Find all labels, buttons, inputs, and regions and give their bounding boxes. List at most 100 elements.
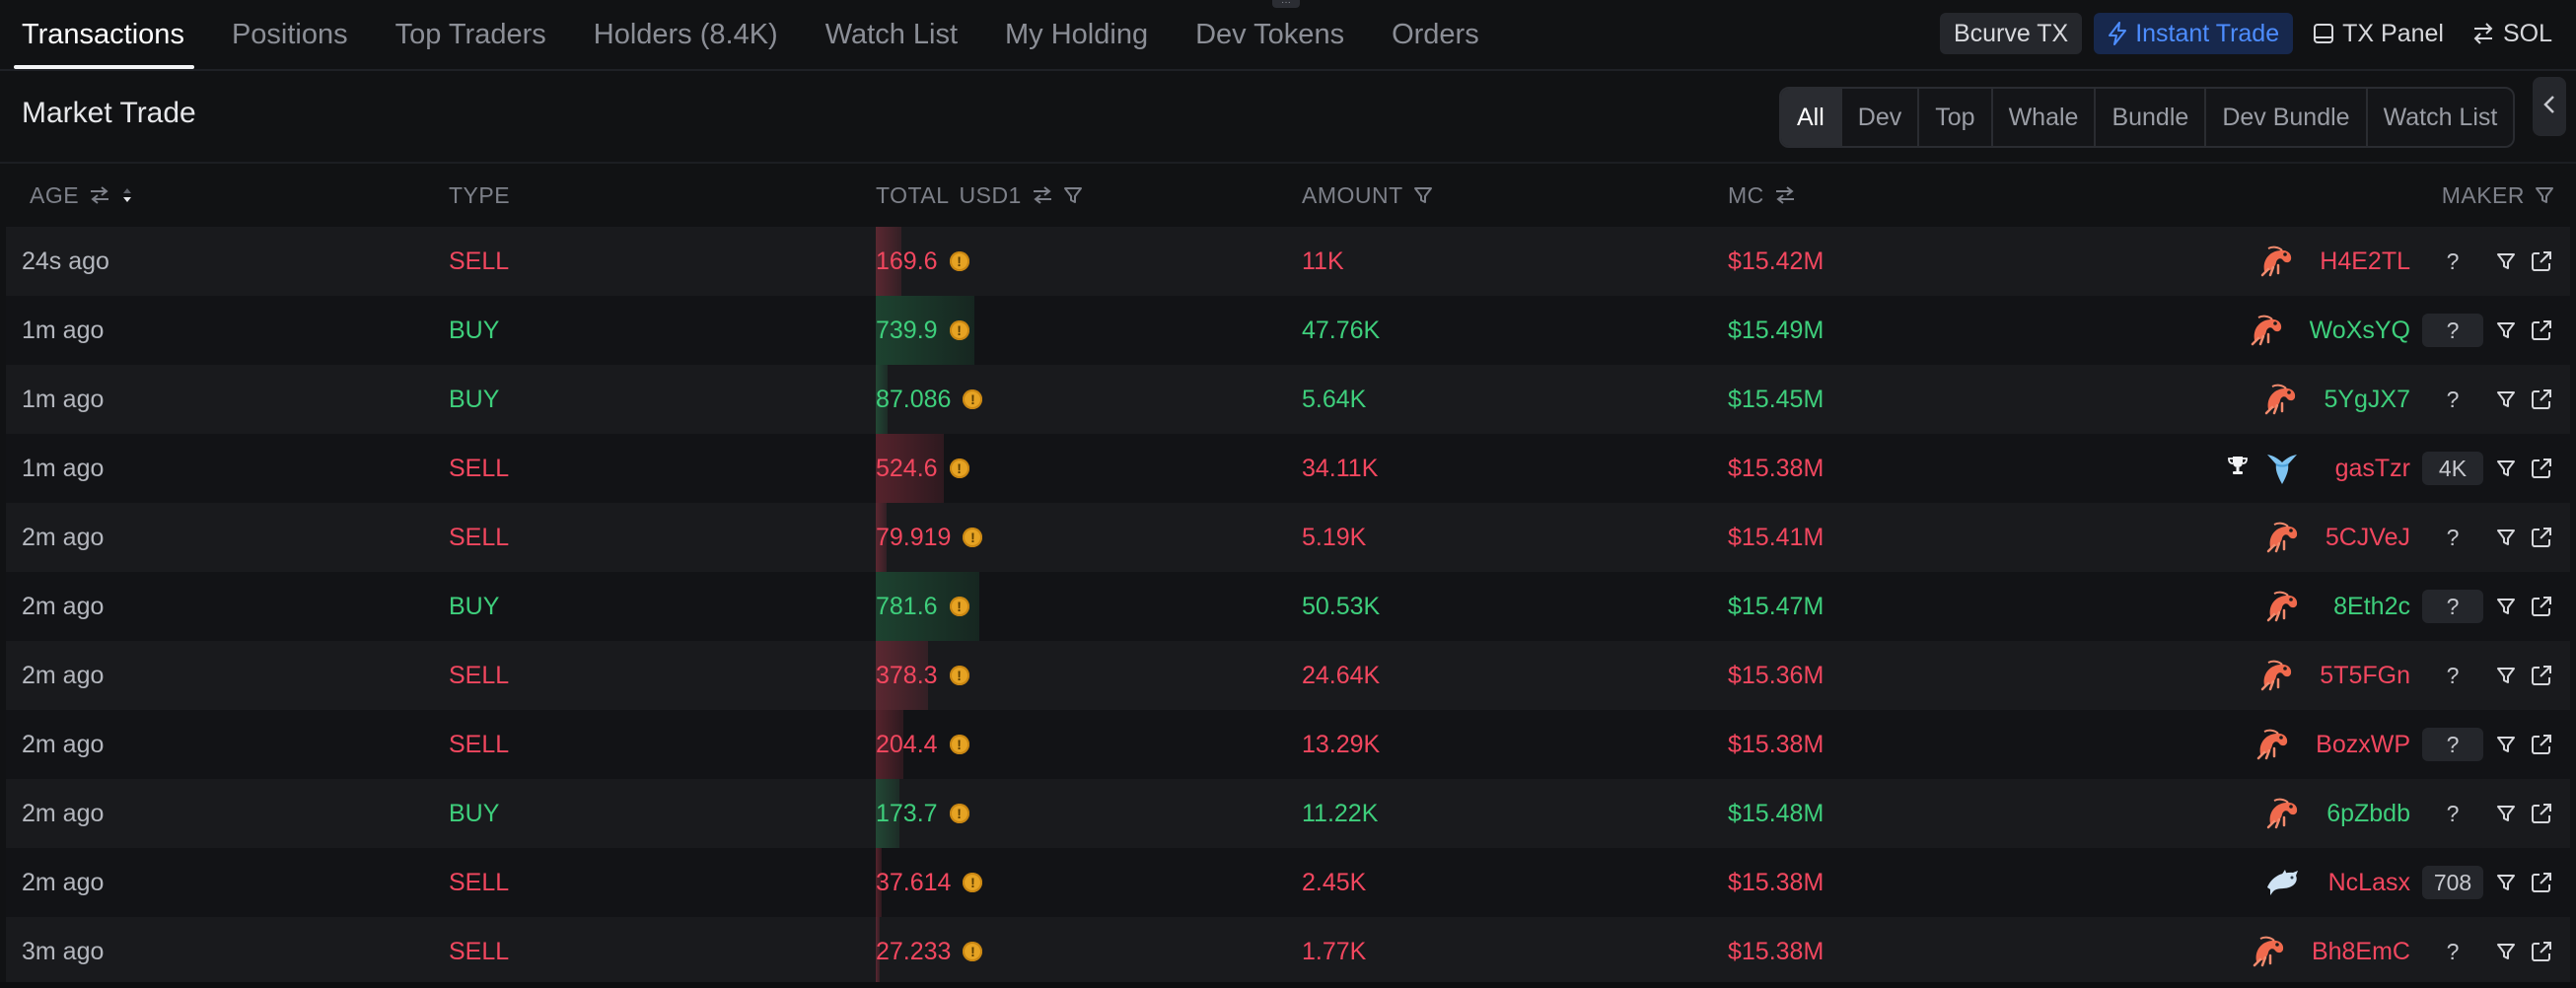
filter-whale[interactable]: Whale [1990, 89, 2095, 146]
maker-address-link[interactable]: 5YgJX7 [2324, 385, 2410, 413]
collapse-panel-button[interactable] [2533, 77, 2566, 136]
filter-maker-icon[interactable] [2493, 248, 2519, 274]
trade-total-value: 524.6 [876, 454, 938, 482]
trade-type: BUY [449, 316, 500, 344]
table-row[interactable]: 2m ago BUY 173.7! 11.22K $15.48M 6pZbdb? [6, 779, 2570, 848]
sort-icon[interactable] [120, 185, 134, 205]
maker-address-link[interactable]: NcLasx [2327, 868, 2410, 896]
tx-panel-label: TX Panel [2342, 19, 2444, 47]
resize-grip-icon[interactable]: ··· [1272, 0, 1300, 8]
maker-cell: 8Eth2c? [2262, 572, 2554, 641]
filter-dev[interactable]: Dev [1839, 89, 1917, 146]
col-total-unit[interactable]: USD1 [959, 181, 1022, 208]
top-tab-bar: Transactions Positions Top Traders Holde… [0, 0, 2576, 71]
table-row[interactable]: 1m ago SELL 524.6! 34.11K $15.38M gasTzr 4K [6, 434, 2570, 503]
swap-icon[interactable] [1032, 185, 1053, 205]
currency-toggle-button[interactable]: SOL [2464, 13, 2560, 54]
trade-type: BUY [449, 592, 500, 620]
external-link-icon[interactable] [2529, 387, 2554, 412]
tab-transactions[interactable]: Transactions [0, 0, 208, 69]
filter-maker-icon[interactable] [2493, 939, 2519, 964]
table-row[interactable]: 2m ago SELL 79.919! 5.19K $15.41M 5CJVeJ? [6, 503, 2570, 572]
panel-icon [2313, 23, 2334, 44]
external-link-icon[interactable] [2529, 456, 2554, 481]
maker-address-link[interactable]: WoXsYQ [2309, 316, 2410, 344]
trade-type: SELL [449, 454, 510, 482]
maker-address-link[interactable]: H4E2TL [2320, 247, 2410, 275]
trade-total-value: 739.9 [876, 316, 938, 344]
table-row[interactable]: 1m ago BUY 739.9! 47.76K $15.49M WoXsYQ? [6, 296, 2570, 365]
tab-orders[interactable]: Orders [1392, 18, 1479, 50]
trade-age: 24s ago [22, 247, 109, 275]
filter-top[interactable]: Top [1917, 89, 1990, 146]
shrimp-icon [2249, 932, 2288, 971]
filter-maker-icon[interactable] [2493, 801, 2519, 826]
table-row[interactable]: 2m ago SELL 378.3! 24.64K $15.36M 5T5FGn? [6, 641, 2570, 710]
tab-holders[interactable]: Holders (8.4K) [593, 18, 778, 50]
trade-market-cap: $15.41M [1728, 523, 1825, 551]
table-body: 24s ago SELL 169.6! 11K $15.42M H4E2TL? 1m ago… [6, 227, 2570, 986]
col-mc: MC [1728, 164, 1796, 227]
table-row[interactable]: 1m ago BUY 87.086! 5.64K $15.45M 5YgJX7? [6, 365, 2570, 434]
table-row[interactable]: 2m ago BUY 781.6! 50.53K $15.47M 8Eth2c? [6, 572, 2570, 641]
external-link-icon[interactable] [2529, 318, 2554, 343]
swap-icon[interactable] [1774, 185, 1796, 205]
trade-market-cap: $15.36M [1728, 661, 1825, 689]
filter-icon[interactable] [1413, 185, 1433, 205]
bcurve-tx-button[interactable]: Bcurve TX [1939, 13, 2083, 54]
filter-watch-list[interactable]: Watch List [2365, 89, 2514, 146]
tab-top-traders[interactable]: Top Traders [394, 18, 546, 50]
maker-address-link[interactable]: 6pZbdb [2326, 799, 2410, 827]
tab-my-holding[interactable]: My Holding [1005, 18, 1149, 50]
trade-amount: 34.11K [1302, 454, 1379, 482]
filter-maker-icon[interactable] [2493, 663, 2519, 688]
table-row[interactable]: 2m ago SELL 204.4! 13.29K $15.38M BozxWP? [6, 710, 2570, 779]
external-link-icon[interactable] [2529, 663, 2554, 688]
shrimp-icon [2262, 794, 2302, 833]
external-link-icon[interactable] [2529, 525, 2554, 550]
maker-address-link[interactable]: Bh8EmC [2311, 937, 2410, 965]
trade-market-cap: $15.48M [1728, 799, 1825, 827]
external-link-icon[interactable] [2529, 248, 2554, 274]
trade-total-value: 79.919 [876, 523, 952, 551]
maker-holding-badge: ? [2422, 314, 2483, 347]
maker-address-link[interactable]: 5CJVeJ [2325, 523, 2410, 551]
instant-trade-label: Instant Trade [2135, 19, 2280, 47]
tab-dev-tokens[interactable]: Dev Tokens [1195, 18, 1345, 50]
tab-positions[interactable]: Positions [231, 18, 348, 50]
tab-watch-list[interactable]: Watch List [824, 18, 959, 50]
external-link-icon[interactable] [2529, 732, 2554, 757]
maker-address-link[interactable]: gasTzr [2334, 454, 2410, 482]
filter-maker-icon[interactable] [2493, 525, 2519, 550]
maker-address-link[interactable]: 8Eth2c [2333, 592, 2410, 620]
filter-maker-icon[interactable] [2493, 870, 2519, 895]
filter-dev-bundle[interactable]: Dev Bundle [2204, 89, 2365, 146]
external-link-icon[interactable] [2529, 594, 2554, 619]
table-row[interactable]: 24s ago SELL 169.6! 11K $15.42M H4E2TL? [6, 227, 2570, 296]
filter-maker-icon[interactable] [2493, 318, 2519, 343]
maker-holding-badge: ? [2446, 247, 2460, 274]
external-link-icon[interactable] [2529, 801, 2554, 826]
filter-icon[interactable] [2535, 185, 2554, 205]
table-row[interactable]: 3m ago SELL 27.233! 1.77K $15.38M Bh8EmC? [6, 917, 2570, 986]
table-row[interactable]: 2m ago SELL 37.614! 2.45K $15.38M NcLasx 708 [6, 848, 2570, 917]
swap-icon[interactable] [89, 185, 110, 205]
external-link-icon[interactable] [2529, 870, 2554, 895]
maker-cell: NcLasx 708 [2262, 848, 2554, 917]
external-link-icon[interactable] [2529, 939, 2554, 964]
filter-maker-icon[interactable] [2493, 387, 2519, 412]
filter-maker-icon[interactable] [2493, 456, 2519, 481]
trade-market-cap: $15.38M [1728, 454, 1825, 482]
filter-maker-icon[interactable] [2493, 594, 2519, 619]
filter-all[interactable]: All [1781, 89, 1840, 146]
col-age[interactable]: AGE [30, 164, 134, 227]
filter-icon[interactable] [1063, 185, 1083, 205]
instant-trade-button[interactable]: Instant Trade [2094, 13, 2294, 54]
tx-panel-button[interactable]: TX Panel [2305, 13, 2452, 54]
trade-age: 2m ago [22, 799, 105, 827]
filter-maker-icon[interactable] [2493, 732, 2519, 757]
maker-address-link[interactable]: BozxWP [2316, 730, 2410, 758]
filter-bundle[interactable]: Bundle [2094, 89, 2204, 146]
maker-address-link[interactable]: 5T5FGn [2320, 661, 2410, 689]
col-type: TYPE [449, 164, 510, 227]
